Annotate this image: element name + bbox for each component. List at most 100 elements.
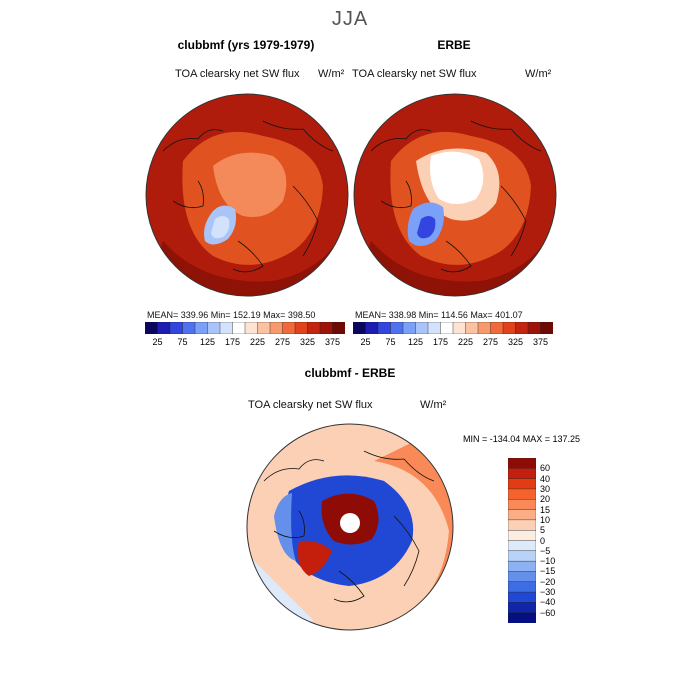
- panel3-field-negative-light: [274, 493, 296, 561]
- panel3-title: clubbmf - ERBE: [304, 366, 396, 380]
- panel3-colorbar-tick-label: 5: [540, 525, 546, 536]
- panel1-colorbar-swatch: [145, 322, 159, 334]
- panel2-colorbar-swatch: [353, 322, 367, 334]
- panel3-colorbar-swatch: [508, 571, 536, 583]
- panel3-colorbar-tick-label: 15: [540, 504, 551, 515]
- panel2-colorbar-swatch: [465, 322, 479, 334]
- panel2-colorbar-labels: 25 75 125 175 225 275 325 375: [353, 337, 553, 349]
- panel3-colorbar-labels: 60 40 30 20 15 10 5 0 −5 −10 −15 −20 −30 −40 −60: [540, 458, 580, 623]
- panel1-colorbar-swatch: [307, 322, 321, 334]
- panel2-colorbar-tick-label: 375: [532, 337, 549, 347]
- panel3-colorbar-swatch: [508, 488, 536, 500]
- panel3-colorbar-tick-label: 10: [540, 514, 551, 525]
- panel2-units: W/m²: [525, 68, 552, 80]
- panel1-title: clubbmf (yrs 1979-1979): [177, 38, 315, 52]
- panel1-stats: MEAN= 339.96 Min= 152.19 Max= 398.50: [147, 310, 316, 320]
- panel3-field-positive-east: [374, 424, 453, 630]
- panel1-colorbar-swatch: [157, 322, 171, 334]
- panel1-coastlines: [162, 120, 334, 273]
- panel3-colorbar-swatch: [508, 550, 536, 562]
- panel1-colorbar-swatch: [194, 322, 209, 334]
- panel3-colorbar: [508, 458, 536, 623]
- panel3-colorbar-swatch: [508, 612, 536, 623]
- panel1-colorbar-swatch: [282, 322, 296, 334]
- panel2-map-border: [353, 93, 557, 297]
- panel2-colorbar-tick-label: 175: [432, 337, 449, 347]
- panel3-colorbar-swatch: [508, 468, 536, 480]
- panel3-min-max: MIN = -134.04 MAX = 137.25: [463, 434, 581, 444]
- panel3-colorbar-tick-label: −20: [540, 576, 556, 587]
- panel1-colorbar-swatch: [244, 322, 259, 334]
- panel2-field-pole: [430, 151, 484, 204]
- panel1-colorbar-swatch: [219, 322, 234, 334]
- panel3-colorbar-tick-label: 60: [540, 463, 551, 474]
- panel1-colorbar-tick-label: 125: [199, 337, 216, 347]
- panel3-colorbar-tick-label: 20: [540, 494, 551, 505]
- panel2-polar-map: [353, 93, 557, 297]
- panel3-colorbar-tick-label: −30: [540, 587, 556, 598]
- panel3-colorbar-swatch: [508, 540, 536, 552]
- panel3-colorbar-tick-label: −15: [540, 566, 556, 577]
- panel1-colorbar-swatch: [182, 322, 196, 334]
- panel3-colorbar-swatch: [508, 602, 536, 614]
- panel1-colorbar-tick-label: 325: [299, 337, 316, 347]
- panel3-colorbar-swatch: [508, 519, 536, 531]
- panel2-colorbar-swatch: [377, 322, 392, 334]
- panel2-colorbar-swatch: [402, 322, 417, 334]
- panel3-coastlines: [263, 450, 435, 603]
- panel3-colorbar-tick-label: −5: [540, 545, 551, 556]
- panel3-colorbar-tick-label: −10: [540, 556, 556, 567]
- panel1-colorbar-swatch: [257, 322, 271, 334]
- panel1-colorbar-tick-label: 175: [224, 337, 241, 347]
- panel2-coastlines: [370, 120, 542, 273]
- panel1-colorbar-swatch: [332, 322, 345, 334]
- panel2-colorbar-swatch: [390, 322, 404, 334]
- panel1-colorbar-swatch: [207, 322, 221, 334]
- panel1-colorbar: [145, 322, 345, 334]
- panel3-colorbar-swatch: [508, 499, 536, 511]
- panel1-field-greenland-core: [211, 216, 230, 239]
- panel2-colorbar-swatch: [415, 322, 429, 334]
- panel1-units: W/m²: [318, 68, 345, 80]
- panel1-colorbar-swatch: [169, 322, 184, 334]
- panel1-colorbar-swatch: [269, 322, 284, 334]
- panel3-field-pole-missing: [340, 513, 360, 533]
- panel2-colorbar-swatch: [440, 322, 454, 334]
- panel2-colorbar: [353, 322, 553, 334]
- panel1-map-border: [145, 93, 349, 297]
- panel1-polar-map: [145, 93, 349, 297]
- panel3-colorbar-tick-label: 30: [540, 483, 551, 494]
- panel3-field-positive-tongue: [297, 540, 332, 576]
- panel3-variable-label: TOA clearsky net SW flux: [248, 399, 373, 411]
- panel1-colorbar-tick-label: 25: [152, 337, 163, 347]
- panel2-colorbar-swatch: [527, 322, 542, 334]
- panel3-colorbar-swatch: [508, 478, 536, 490]
- panel3-colorbar-tick-label: −40: [540, 597, 556, 608]
- panel2-colorbar-tick-label: 25: [360, 337, 371, 347]
- panel2-colorbar-swatch: [427, 322, 442, 334]
- panel3-colorbar-swatch: [508, 560, 536, 572]
- panel3-polar-map: [246, 423, 454, 631]
- panel3-colorbar-swatch: [508, 529, 536, 542]
- panel3-map-border: [246, 423, 454, 631]
- panel2-colorbar-tick-label: 275: [482, 337, 499, 347]
- panel1-colorbar-swatch: [294, 322, 309, 334]
- panel1-variable-label: TOA clearsky net SW flux: [175, 68, 300, 80]
- panel2-colorbar-tick-label: 75: [385, 337, 396, 347]
- panel2-colorbar-tick-label: 325: [507, 337, 524, 347]
- panel1-colorbar-labels: 25 75 125 175 225 275 325 375: [145, 337, 345, 349]
- panel3-colorbar-tick-label: −60: [540, 607, 556, 618]
- panel3-colorbar-tick-label: 40: [540, 473, 551, 484]
- panel2-field-greenland-core: [417, 216, 436, 239]
- panel3-units: W/m²: [420, 399, 447, 411]
- panel3-colorbar-swatch: [508, 591, 536, 603]
- panel2-colorbar-tick-label: 225: [457, 337, 474, 347]
- panel1-colorbar-tick-label: 275: [274, 337, 291, 347]
- panel2-colorbar-swatch: [452, 322, 467, 334]
- panel3-colorbar-swatch: [508, 458, 536, 469]
- panel2-colorbar-tick-label: 125: [407, 337, 424, 347]
- panel1-field-arctic-inner: [213, 152, 287, 217]
- season-title: JJA: [331, 8, 369, 30]
- panel2-title: ERBE: [437, 38, 471, 52]
- panel2-colorbar-swatch: [540, 322, 553, 334]
